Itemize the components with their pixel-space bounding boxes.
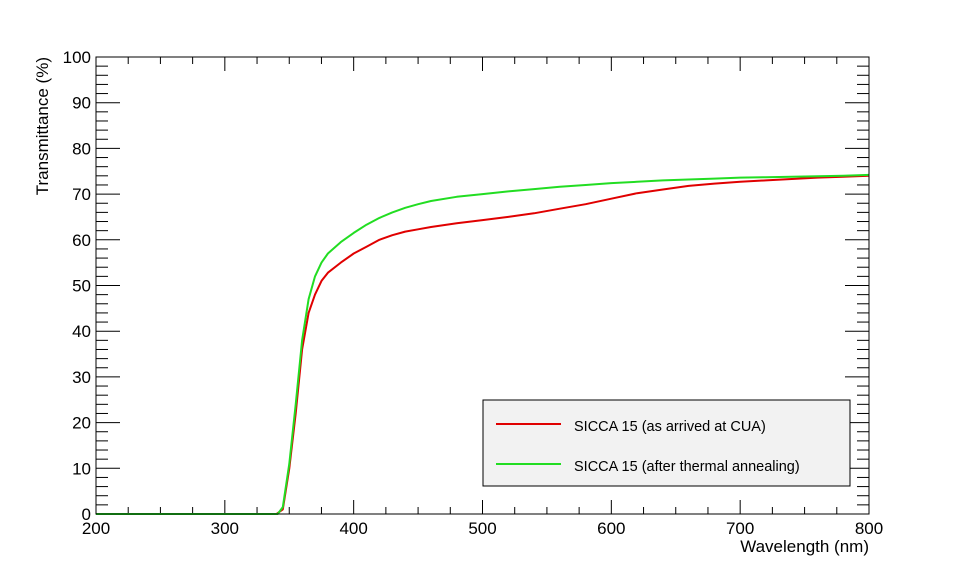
legend-label-series-1: SICCA 15 (as arrived at CUA) [574, 419, 766, 435]
x-tick-label: 500 [468, 519, 496, 538]
x-tick-label: 800 [855, 519, 883, 538]
y-tick-label: 0 [82, 505, 91, 524]
x-tick-label: 400 [339, 519, 367, 538]
tick-labels: 200 300 400 500 600 700 800 0 10 20 30 40 50 60 70 80 90… [63, 48, 884, 538]
y-tick-label: 90 [72, 94, 91, 113]
y-tick-label: 10 [72, 459, 91, 478]
y-tick-label: 100 [63, 48, 91, 67]
series-line-2 [96, 173, 870, 515]
y-tick-label: 60 [72, 231, 91, 250]
x-tick-label: 300 [211, 519, 239, 538]
y-tick-label: 80 [72, 139, 91, 158]
x-tick-label: 600 [597, 519, 625, 538]
y-tick-label: 70 [72, 185, 91, 204]
y-tick-label: 40 [72, 322, 91, 341]
x-tick-label: 200 [82, 519, 110, 538]
y-tick-label: 20 [72, 414, 91, 433]
axis-ticks [95, 56, 870, 515]
series-line-1 [96, 174, 870, 515]
x-tick-label: 700 [726, 519, 754, 538]
legend-box [482, 399, 851, 487]
plot-frame [95, 56, 870, 515]
y-axis-label: Transmittance (%) [33, 57, 52, 195]
legend-label-series-2: SICCA 15 (after thermal annealing) [574, 459, 800, 475]
data-series [96, 173, 870, 515]
y-tick-label: 50 [72, 277, 91, 296]
x-axis-label: Wavelength (nm) [740, 537, 869, 556]
legend: SICCA 15 (as arrived at CUA) SICCA 15 (a… [482, 399, 851, 487]
y-tick-label: 30 [72, 368, 91, 387]
